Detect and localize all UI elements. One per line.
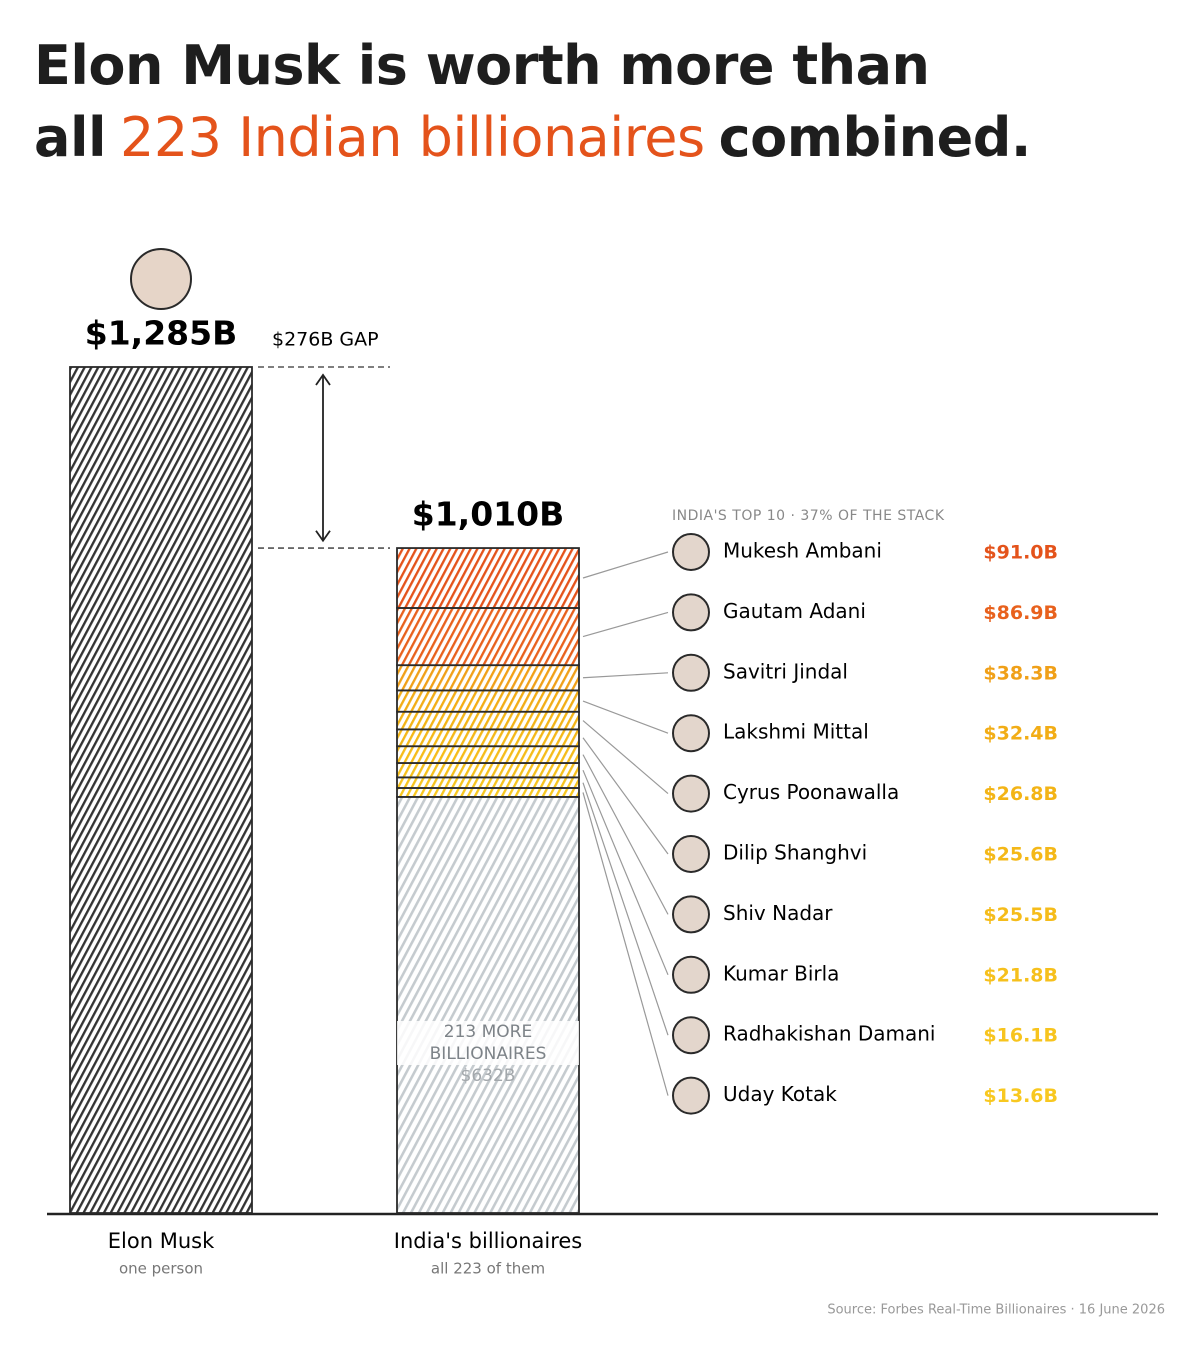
- bar-segment: [396, 689, 580, 713]
- connector: [582, 737, 669, 855]
- avatar: [672, 774, 710, 813]
- category-label: Elon Musk: [108, 1229, 215, 1253]
- avatar: [672, 653, 710, 692]
- person-name: Savitri Jindal: [723, 659, 848, 683]
- bar-segment: [396, 664, 580, 692]
- title-line: Elon Musk is worth more than: [34, 34, 930, 97]
- bar-segment: [396, 607, 580, 667]
- person-name: Cyrus Poonawalla: [723, 780, 899, 804]
- total-label: $1,285B: [85, 314, 238, 353]
- source: Source: Forbes Real-Time Billionaires · …: [827, 1303, 1165, 1318]
- bar-segment: [396, 762, 580, 779]
- avatar: [672, 1016, 710, 1055]
- connector: [582, 782, 669, 1036]
- person-name: Radhakishan Damani: [723, 1022, 936, 1046]
- bar-segment: [396, 796, 580, 1214]
- category-note: one person: [119, 1260, 203, 1278]
- value-label: $26.8B: [983, 783, 1058, 805]
- title-part: all: [34, 106, 106, 169]
- person-name: Uday Kotak: [723, 1082, 837, 1106]
- remainder-box: 213 MORE BILLIONAIRES$632B: [397, 1020, 579, 1087]
- person-name: Mukesh Ambani: [723, 539, 882, 563]
- person-name: Lakshmi Mittal: [723, 720, 869, 744]
- avatar: [672, 955, 710, 994]
- bar-segment: [396, 710, 580, 731]
- connector: [582, 700, 669, 734]
- title-line: all 223 Indian billionaires combined.: [34, 102, 1031, 174]
- person-name: Gautam Adani: [723, 599, 866, 623]
- connector: [582, 792, 669, 1096]
- avatar: [672, 1076, 710, 1115]
- remainder-label: 213 MORE BILLIONAIRES $632B: [397, 1020, 579, 1087]
- avatar: [672, 714, 710, 753]
- title-highlight: 223 Indian billionaires: [119, 106, 705, 169]
- avatar: [672, 533, 710, 571]
- connector: [582, 672, 669, 679]
- person-name: Shiv Nadar: [723, 901, 833, 925]
- value-label: $32.4B: [983, 723, 1058, 745]
- value-label: $13.6B: [983, 1085, 1058, 1107]
- bar-segment: [396, 547, 580, 609]
- person-name: Dilip Shanghvi: [723, 841, 867, 865]
- avatar: [672, 895, 710, 934]
- value-label: $86.9B: [983, 602, 1058, 624]
- bar-segment: [396, 728, 580, 748]
- connector: [582, 754, 669, 915]
- connector: [582, 611, 669, 638]
- category-note: all 223 of them: [431, 1260, 545, 1278]
- value-label: $25.6B: [983, 844, 1058, 866]
- list-header: INDIA'S TOP 10 · 37% OF THE STACK: [672, 508, 945, 524]
- category-label: India's billionaires: [394, 1229, 583, 1253]
- remainder-value: $632B: [460, 1065, 516, 1086]
- connector: [582, 551, 669, 579]
- value-label: $21.8B: [983, 964, 1058, 986]
- bar-segment: [396, 787, 580, 798]
- remainder-name: 213 MORE BILLIONAIRES: [397, 1020, 579, 1065]
- person-name: Kumar Birla: [723, 961, 839, 985]
- value-label: $91.0B: [983, 542, 1058, 564]
- bar-segment: [69, 366, 253, 1214]
- connector: [582, 720, 669, 795]
- title: Elon Musk is worth more than all 223 Indi…: [34, 30, 1031, 174]
- title-part: combined.: [718, 106, 1032, 169]
- value-label: $25.5B: [983, 904, 1058, 926]
- value-label: $38.3B: [983, 662, 1058, 684]
- value-label: $16.1B: [983, 1025, 1058, 1047]
- connector: [582, 769, 669, 976]
- bar-segment: [396, 745, 580, 764]
- avatar: [672, 593, 710, 632]
- total-label: $1,010B: [412, 495, 565, 534]
- avatar: [130, 248, 192, 310]
- arrow-head: [315, 373, 331, 543]
- gap-label: $276B GAP: [272, 329, 379, 351]
- avatar: [672, 835, 710, 873]
- bar-segment: [396, 776, 580, 789]
